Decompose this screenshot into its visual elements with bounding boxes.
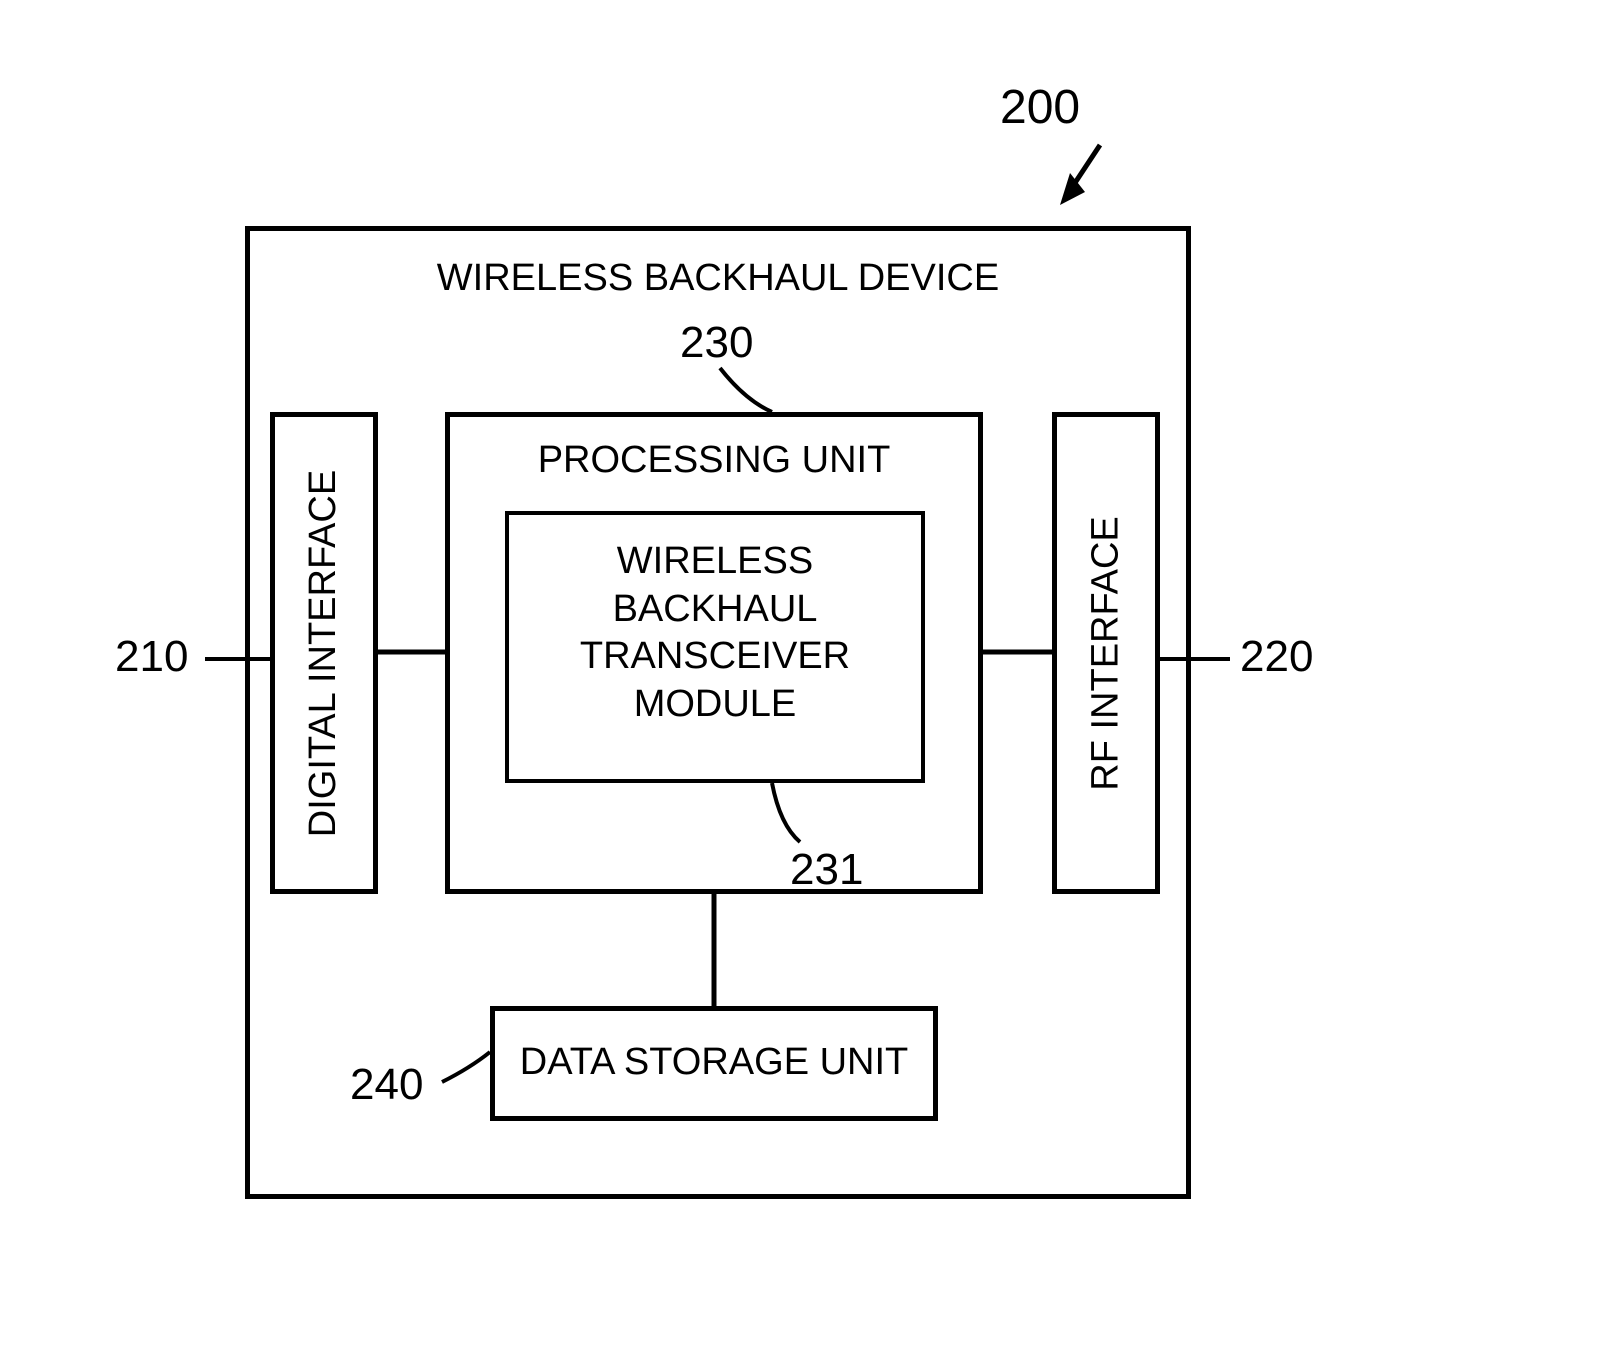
data-storage-label: DATA STORAGE UNIT bbox=[490, 1040, 938, 1086]
rf-interface-label-wrap: RF INTERFACE bbox=[1052, 412, 1160, 894]
digital-interface-label: DIGITAL INTERFACE bbox=[303, 469, 346, 836]
digital-interface-label-wrap: DIGITAL INTERFACE bbox=[270, 412, 378, 894]
ref-240: 240 bbox=[350, 1060, 423, 1110]
ref-210: 210 bbox=[115, 632, 188, 682]
rf-interface-label: RF INTERFACE bbox=[1085, 516, 1128, 790]
arrow-200 bbox=[1060, 145, 1100, 205]
processing-unit-label: PROCESSING UNIT bbox=[445, 438, 983, 484]
outer-device-label: WIRELESS BACKHAUL DEVICE bbox=[418, 256, 1018, 302]
ref-200: 200 bbox=[1000, 80, 1080, 135]
ref-220: 220 bbox=[1240, 632, 1313, 682]
transceiver-module-label: WIRELESS BACKHAUL TRANSCEIVER MODULE bbox=[505, 538, 925, 728]
ref-231: 231 bbox=[790, 845, 863, 895]
ref-230: 230 bbox=[680, 318, 753, 368]
